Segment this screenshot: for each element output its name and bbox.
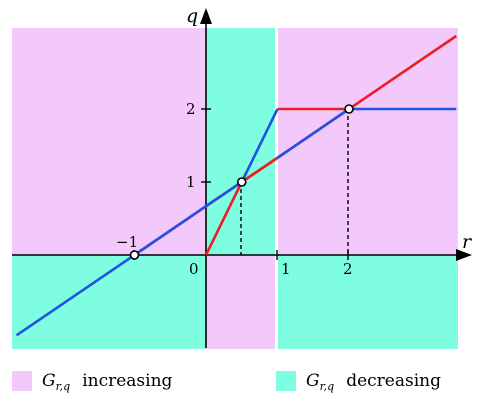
legend-symbol-increasing: G — [42, 371, 56, 391]
origin-label: 0 — [189, 260, 199, 278]
marked-points — [129, 104, 354, 260]
region-decreasing-right — [278, 255, 458, 349]
x-tick-label-2: 2 — [343, 260, 353, 278]
y-axis-name: q — [186, 5, 198, 27]
x-axis-name: r — [462, 231, 473, 253]
legend-swatch-increasing — [12, 371, 32, 391]
legend-subscript-increasing: r,q — [55, 379, 71, 393]
x-tick-label-neg1: −1 — [116, 233, 138, 251]
region-increasing-strip-lower — [206, 255, 275, 349]
x-tick-label-1: 1 — [281, 260, 291, 278]
legend-swatch-decreasing — [276, 371, 296, 391]
region-decreasing-lower-left — [12, 255, 206, 349]
y-tick-label-2: 2 — [186, 100, 196, 118]
legend-label-decreasing: decreasing — [346, 371, 441, 391]
y-tick-label-1: 1 — [186, 173, 196, 191]
marked-point-1 — [129, 250, 140, 260]
x-axis-arrowhead — [456, 249, 472, 261]
marked-point-3 — [344, 104, 354, 114]
legend-subscript-decreasing: r,q — [319, 379, 335, 393]
legend-symbol-decreasing: G — [306, 371, 320, 391]
legend-label-increasing: increasing — [82, 371, 173, 391]
y-axis-arrowhead — [200, 8, 212, 24]
blue-curve-segment-1 — [15, 108, 279, 337]
region-increasing-right — [278, 28, 458, 255]
region-increasing-left — [12, 28, 206, 255]
marked-point-2 — [236, 177, 247, 187]
